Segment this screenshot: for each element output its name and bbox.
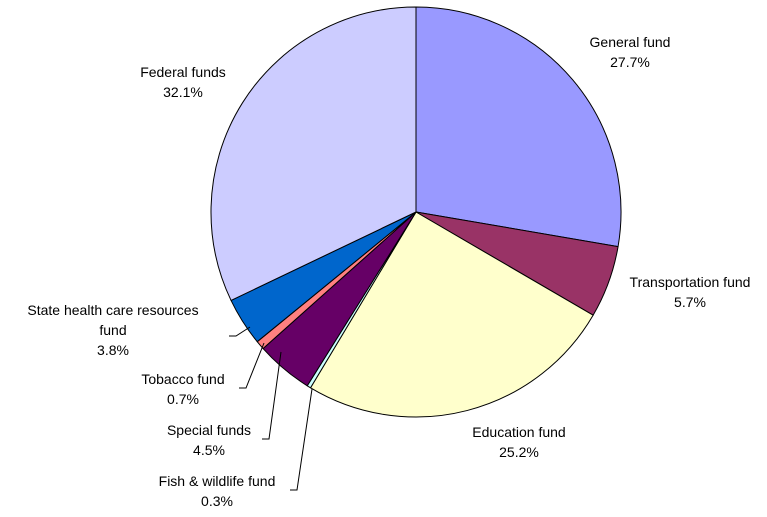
- slice-percent-label: 0.3%: [201, 493, 233, 509]
- leader-line: [262, 351, 282, 440]
- slice-label: Special funds 4.5%: [167, 422, 251, 458]
- slice-percent-label: 5.7%: [674, 294, 706, 310]
- slice-labels: General fund 27.7% Transportation fund 5.7%…: [27, 34, 750, 509]
- slice-name-label: State health care resources: [27, 302, 198, 318]
- leader-lines: [229, 326, 313, 491]
- slice-label: State health care resources fund 3.8%: [27, 302, 198, 358]
- slice-label: General fund 27.7%: [590, 34, 671, 70]
- slice-name-label: Tobacco fund: [141, 371, 224, 387]
- slice-name-label: General fund: [590, 34, 671, 50]
- pie-slice-federal-funds: [210, 6, 417, 301]
- slice-name-label: Fish & wildlife fund: [159, 473, 276, 489]
- slice-label: Tobacco fund 0.7%: [141, 371, 224, 407]
- slice-percent-label: 25.2%: [499, 444, 539, 460]
- slice-percent-label: 0.7%: [167, 391, 199, 407]
- leader-line: [239, 342, 265, 389]
- pie-slice-general-fund: [415, 6, 622, 248]
- slice-label: Education fund 25.2%: [472, 424, 565, 460]
- slice-name-label: Special funds: [167, 422, 251, 438]
- slice-percent-label: 4.5%: [193, 442, 225, 458]
- slice-percent-label: 27.7%: [610, 54, 650, 70]
- slice-percent-label: 32.1%: [163, 84, 203, 100]
- slice-name-label: Transportation fund: [630, 274, 751, 290]
- slice-name-label: fund: [99, 322, 126, 338]
- slice-percent-label: 3.8%: [97, 342, 129, 358]
- slice-label: Transportation fund 5.7%: [630, 274, 751, 310]
- pie-slice-education-fund: [310, 211, 594, 418]
- slice-label: Federal funds 32.1%: [140, 64, 226, 100]
- slice-label: Fish & wildlife fund 0.3%: [159, 473, 276, 509]
- leader-line: [290, 388, 313, 491]
- pie-slices: [210, 6, 622, 418]
- leader-line: [229, 326, 251, 337]
- slice-name-label: Education fund: [472, 424, 565, 440]
- slice-name-label: Federal funds: [140, 64, 226, 80]
